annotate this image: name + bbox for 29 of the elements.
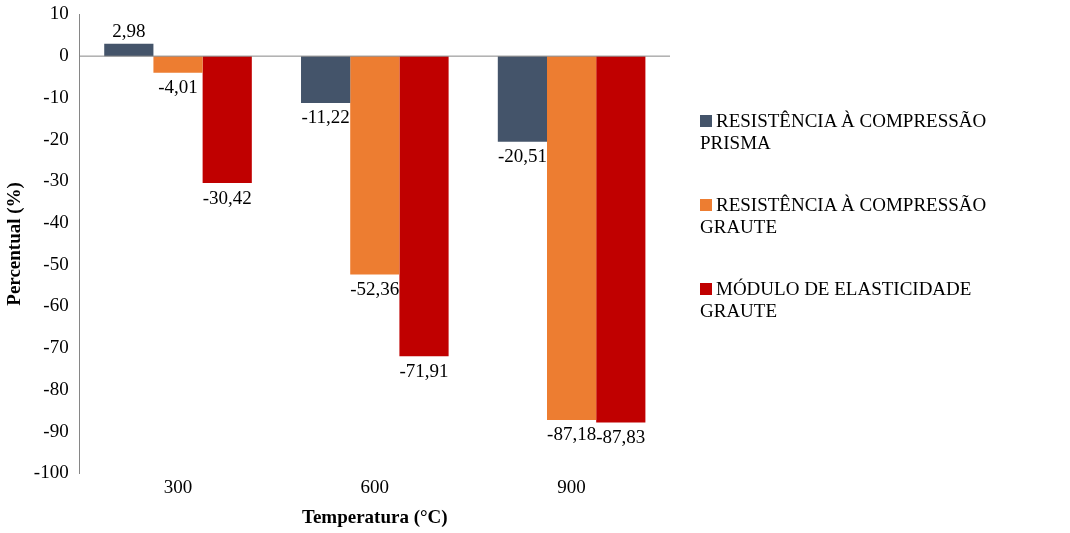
data-label: -11,22 — [301, 106, 350, 128]
y-tick-label: -40 — [43, 211, 69, 233]
y-tick-label: -20 — [43, 127, 69, 149]
data-label: -20,51 — [497, 145, 547, 167]
y-tick-label: 0 — [59, 44, 69, 66]
data-label: -52,36 — [350, 278, 400, 300]
y-tick-label: -50 — [43, 252, 69, 274]
legend-label: RESISTÊNCIA À COMPRESSÃO GRAUTE — [700, 194, 988, 238]
y-tick-label: -100 — [33, 461, 69, 483]
x-tick-label: 900 — [557, 475, 586, 497]
data-label: 2,98 — [112, 20, 146, 42]
data-label: -71,91 — [399, 359, 449, 381]
legend-label: MÓDULO DE ELASTICIDADE GRAUTE — [700, 278, 973, 322]
x-tick-label: 300 — [163, 475, 193, 497]
y-tick-label: -30 — [43, 169, 69, 191]
y-tick-label: -10 — [43, 85, 69, 107]
y-tick-label: -60 — [43, 294, 69, 316]
x-tick-label: 600 — [360, 475, 390, 497]
data-label: -87,18 — [547, 423, 597, 445]
data-label: -87,83 — [596, 426, 646, 448]
data-label: -4,01 — [158, 76, 198, 98]
y-tick-label: -80 — [43, 377, 69, 399]
x-axis-title: Temperatura (°C) — [301, 505, 448, 528]
data-label: -30,42 — [202, 186, 252, 208]
y-tick-label: -90 — [43, 419, 69, 441]
y-tick-label: -70 — [43, 336, 69, 358]
y-tick-label: 10 — [49, 2, 69, 24]
legend-label: RESISTÊNCIA À COMPRESSÃO PRISMA — [700, 110, 988, 154]
y-axis-title: Percentual (%) — [3, 182, 26, 306]
